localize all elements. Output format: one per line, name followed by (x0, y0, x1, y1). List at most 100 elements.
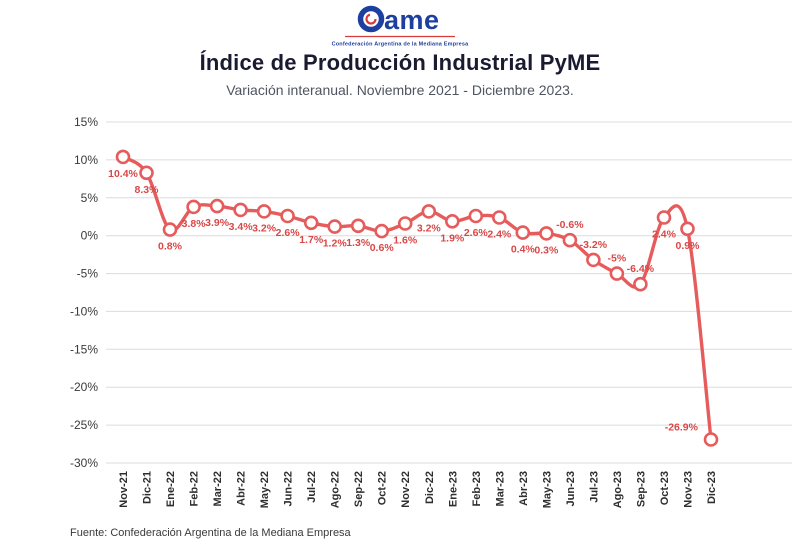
data-point-marker (586, 252, 601, 268)
x-tick-label: Nov-21 (118, 471, 130, 508)
data-point-labels: 10.4%8.3%0.8%3.8% 3.9% 3.4% 3.2% 2.6%1.7% 1.2… (108, 168, 700, 434)
x-tick-label: May-23 (541, 471, 553, 508)
data-point-marker (633, 276, 648, 292)
x-tick-label: Dic-21 (142, 471, 154, 504)
data-point-markers (115, 149, 719, 447)
y-tick-label: -30% (70, 456, 98, 470)
x-tick-label: Dic-22 (424, 471, 436, 504)
y-tick-label: 0% (81, 229, 99, 243)
data-point-marker (444, 214, 460, 229)
x-tick-label: Abr-22 (236, 471, 248, 506)
page-subtitle: Variación interanual. Noviembre 2021 - D… (226, 82, 574, 98)
x-tick-label: Ago-23 (612, 471, 624, 508)
data-point-marker (397, 216, 413, 231)
x-tick-label: Sep-22 (353, 471, 365, 507)
data-point-label: 10.4% (108, 168, 138, 180)
data-point-label: -3.2% (580, 239, 608, 251)
data-point-marker (656, 210, 672, 225)
y-tick-label: -15% (70, 342, 98, 356)
data-point-marker (256, 204, 272, 219)
data-point-marker (280, 208, 295, 224)
source-note: Fuente: Confederación Argentina de la Me… (70, 527, 351, 539)
logo-red-swoosh-icon (365, 13, 377, 25)
data-point-label: 3.2% (417, 222, 442, 234)
data-point-marker (680, 221, 695, 237)
y-tick-label: 15% (74, 115, 98, 129)
x-tick-label: Mar-22 (212, 471, 224, 506)
data-point-marker (303, 215, 319, 231)
data-point-marker (539, 226, 554, 241)
data-point-marker (162, 222, 178, 237)
y-tick-label: -5% (77, 267, 99, 281)
data-point-marker (139, 165, 154, 181)
data-point-label: 3.2% (252, 222, 277, 234)
data-point-label: 0.8% (158, 241, 183, 253)
data-point-marker (374, 223, 390, 239)
data-point-label: 2.4% (652, 229, 677, 241)
data-point-marker (515, 225, 531, 240)
x-tick-label: Jul-23 (588, 471, 600, 503)
data-point-label: -26.9% (665, 422, 699, 434)
data-point-label: 1.6% (393, 235, 418, 247)
data-point-label: 0.3% (534, 244, 559, 256)
x-tick-label: Feb-22 (189, 471, 201, 506)
x-tick-label: Ago-22 (330, 471, 342, 508)
data-point-marker (186, 199, 201, 215)
data-point-label: 0.6% (370, 242, 395, 254)
data-point-marker (609, 266, 625, 281)
data-point-label: 0.4% (511, 244, 536, 256)
x-tick-label: Jul-22 (306, 471, 318, 503)
y-gridlines (106, 121, 792, 464)
x-tick-label: Ene-23 (447, 471, 459, 507)
data-point-label: 1.9% (440, 232, 465, 244)
data-point-label: 2.6% (464, 227, 489, 239)
data-point-label: -6.4% (627, 263, 655, 275)
data-point-label: 3.8% (182, 218, 207, 230)
x-tick-label: May-22 (259, 471, 271, 508)
data-point-label: 1.3% (346, 237, 371, 249)
data-point-marker (327, 219, 343, 234)
came-logo-icon: ame Confederación Argentina de la Median… (332, 5, 470, 48)
series-line (121, 155, 713, 442)
x-tick-label: Jun-23 (565, 471, 577, 506)
data-point-marker (115, 149, 131, 165)
logo-tagline: Confederación Argentina de la Mediana Em… (332, 42, 470, 48)
data-point-marker (703, 432, 719, 447)
x-tick-label: Sep-23 (635, 471, 647, 507)
y-axis-labels: 15% 10% 5% 0% -5% -10% -15% -20% -25% -30% (70, 115, 98, 470)
x-tick-label: Feb-23 (471, 471, 483, 506)
data-point-label: 1.7% (299, 234, 324, 246)
x-tick-label: Nov-23 (683, 471, 695, 508)
x-tick-label: Ene-22 (165, 471, 177, 507)
data-point-marker (562, 232, 578, 248)
data-point-label: 2.6% (276, 227, 301, 239)
data-point-marker (491, 210, 507, 225)
data-point-label: 2.4% (487, 229, 512, 241)
data-point-marker (233, 202, 248, 218)
data-point-marker (421, 204, 437, 219)
data-point-label: -0.6% (556, 219, 584, 231)
y-tick-label: -10% (70, 304, 98, 318)
logo-wordmark: ame (384, 5, 440, 35)
y-tick-label: 10% (74, 153, 98, 167)
logo-c-ring (357, 5, 385, 33)
data-point-label: 1.2% (323, 238, 348, 250)
x-tick-label: Nov-22 (400, 471, 412, 508)
data-point-label: -5% (608, 253, 627, 265)
x-tick-label: Oct-22 (377, 471, 389, 505)
x-tick-label: Dic-23 (706, 471, 718, 504)
data-point-marker (209, 198, 225, 214)
came-logo: ame Confederación Argentina de la Median… (0, 4, 800, 50)
page-title: Índice de Producción Industrial PyME (199, 50, 601, 75)
x-tick-label: Jun-22 (283, 471, 295, 506)
y-tick-label: 5% (81, 191, 99, 205)
data-point-label: 0.9% (676, 240, 701, 252)
y-tick-label: -25% (70, 418, 98, 432)
data-point-label: 8.3% (135, 184, 160, 196)
x-tick-label: Abr-23 (518, 471, 530, 506)
data-point-label: 3.4% (229, 221, 254, 233)
x-tick-label: Oct-23 (659, 471, 671, 505)
x-tick-label: Mar-23 (494, 471, 506, 506)
